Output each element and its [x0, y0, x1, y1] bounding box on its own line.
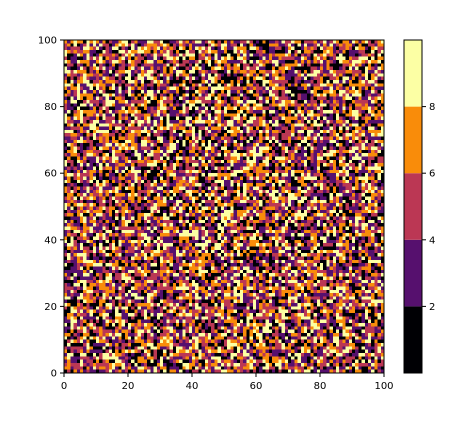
- y-tick-label: 80: [44, 102, 57, 113]
- x-tick-label: 0: [61, 381, 67, 392]
- x-tick-label: 40: [186, 381, 199, 392]
- colorbar-segment: [404, 40, 422, 107]
- x-tick-label: 100: [374, 381, 393, 392]
- colorbar: 2 4 6 8: [403, 39, 435, 374]
- colorbar-tick-label: 8: [429, 102, 435, 113]
- plot-frame: [63, 39, 385, 374]
- x-tick-label: 60: [250, 381, 263, 392]
- colorbar-tick-label: 6: [429, 169, 435, 180]
- y-tick-label: 0: [51, 369, 57, 380]
- x-tick-label: 20: [122, 381, 135, 392]
- y-axis: 0 20 40 60 80 100: [38, 36, 64, 380]
- y-tick-label: 100: [38, 36, 57, 47]
- colorbar-segment: [404, 173, 422, 240]
- x-tick-label: 80: [314, 381, 327, 392]
- x-axis: 0 20 40 60 80 100: [61, 373, 394, 392]
- heatmap-image: [64, 40, 384, 373]
- colorbar-tick-label: 2: [429, 302, 435, 313]
- colorbar-segment: [404, 239, 422, 307]
- y-tick-label: 60: [44, 169, 57, 180]
- y-tick-label: 40: [44, 235, 57, 246]
- colorbar-tick-label: 4: [429, 235, 435, 246]
- colorbar-segment: [404, 306, 422, 373]
- colorbar-frame: [403, 39, 423, 374]
- colorbar-segment: [404, 106, 422, 174]
- y-tick-label: 20: [44, 302, 57, 313]
- plot-area: [63, 39, 385, 374]
